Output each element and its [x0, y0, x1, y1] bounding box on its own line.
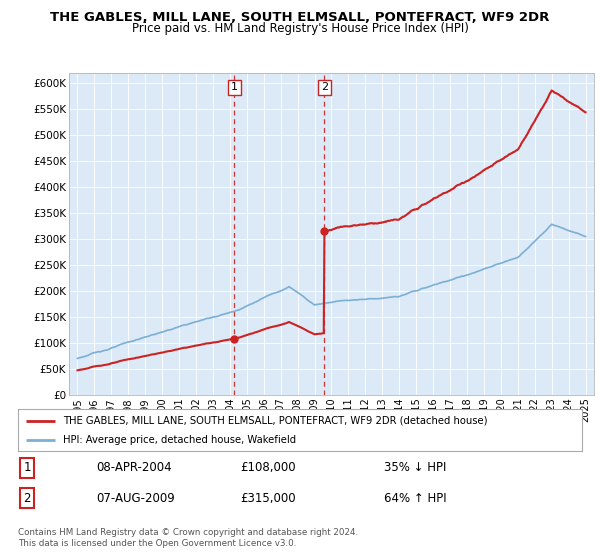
Text: 35% ↓ HPI: 35% ↓ HPI: [384, 461, 446, 474]
Text: 64% ↑ HPI: 64% ↑ HPI: [384, 492, 446, 505]
Text: 07-AUG-2009: 07-AUG-2009: [96, 492, 175, 505]
Text: 1: 1: [23, 461, 31, 474]
Text: Contains HM Land Registry data © Crown copyright and database right 2024.
This d: Contains HM Land Registry data © Crown c…: [18, 528, 358, 548]
Text: 1: 1: [231, 82, 238, 92]
Text: 08-APR-2004: 08-APR-2004: [96, 461, 172, 474]
Text: HPI: Average price, detached house, Wakefield: HPI: Average price, detached house, Wake…: [63, 435, 296, 445]
Text: £108,000: £108,000: [240, 461, 296, 474]
Text: £315,000: £315,000: [240, 492, 296, 505]
Text: 2: 2: [321, 82, 328, 92]
Text: THE GABLES, MILL LANE, SOUTH ELMSALL, PONTEFRACT, WF9 2DR (detached house): THE GABLES, MILL LANE, SOUTH ELMSALL, PO…: [63, 416, 488, 426]
Text: Price paid vs. HM Land Registry's House Price Index (HPI): Price paid vs. HM Land Registry's House …: [131, 22, 469, 35]
Text: 2: 2: [23, 492, 31, 505]
Text: THE GABLES, MILL LANE, SOUTH ELMSALL, PONTEFRACT, WF9 2DR: THE GABLES, MILL LANE, SOUTH ELMSALL, PO…: [50, 11, 550, 24]
